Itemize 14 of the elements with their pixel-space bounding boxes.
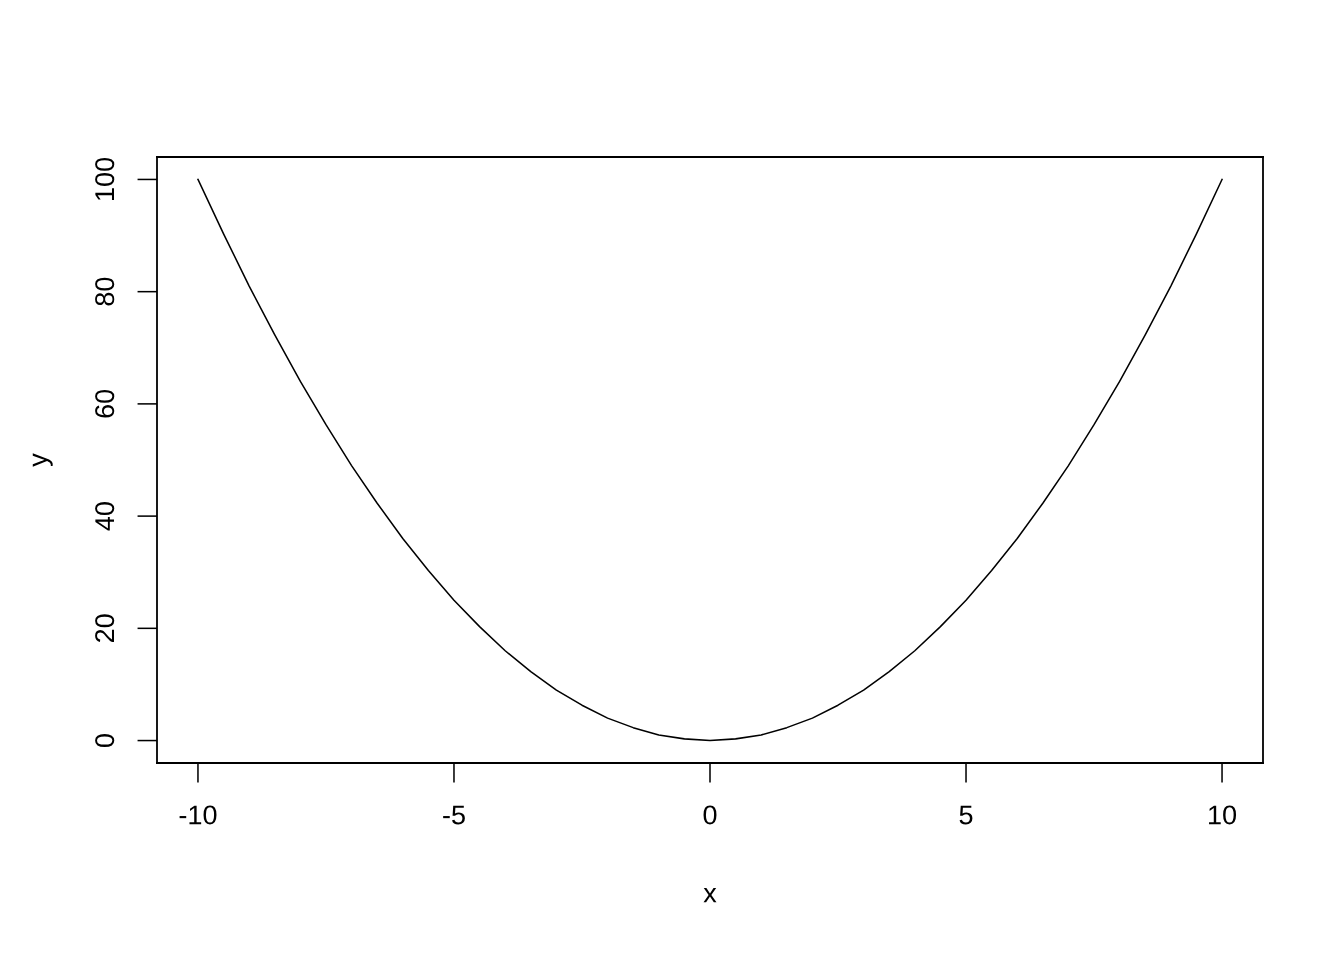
y-tick-label: 60 <box>95 389 115 418</box>
x-tick-label: 0 <box>703 805 717 825</box>
y-tick-label: 20 <box>95 614 115 643</box>
x-tick-label: 10 <box>1209 805 1237 825</box>
x-tick-label: 5 <box>959 805 973 825</box>
x-tick-label: -5 <box>443 805 465 825</box>
x-axis-title: x <box>703 888 717 903</box>
y-axis-title: y <box>32 453 53 467</box>
x-tick-label: -10 <box>179 805 217 825</box>
y-tick-label: 0 <box>95 734 115 748</box>
y-tick-label: 100 <box>95 157 115 200</box>
line-series <box>197 178 1223 742</box>
y-tick-label: 40 <box>95 502 115 531</box>
y-tick-label: 80 <box>95 277 115 306</box>
